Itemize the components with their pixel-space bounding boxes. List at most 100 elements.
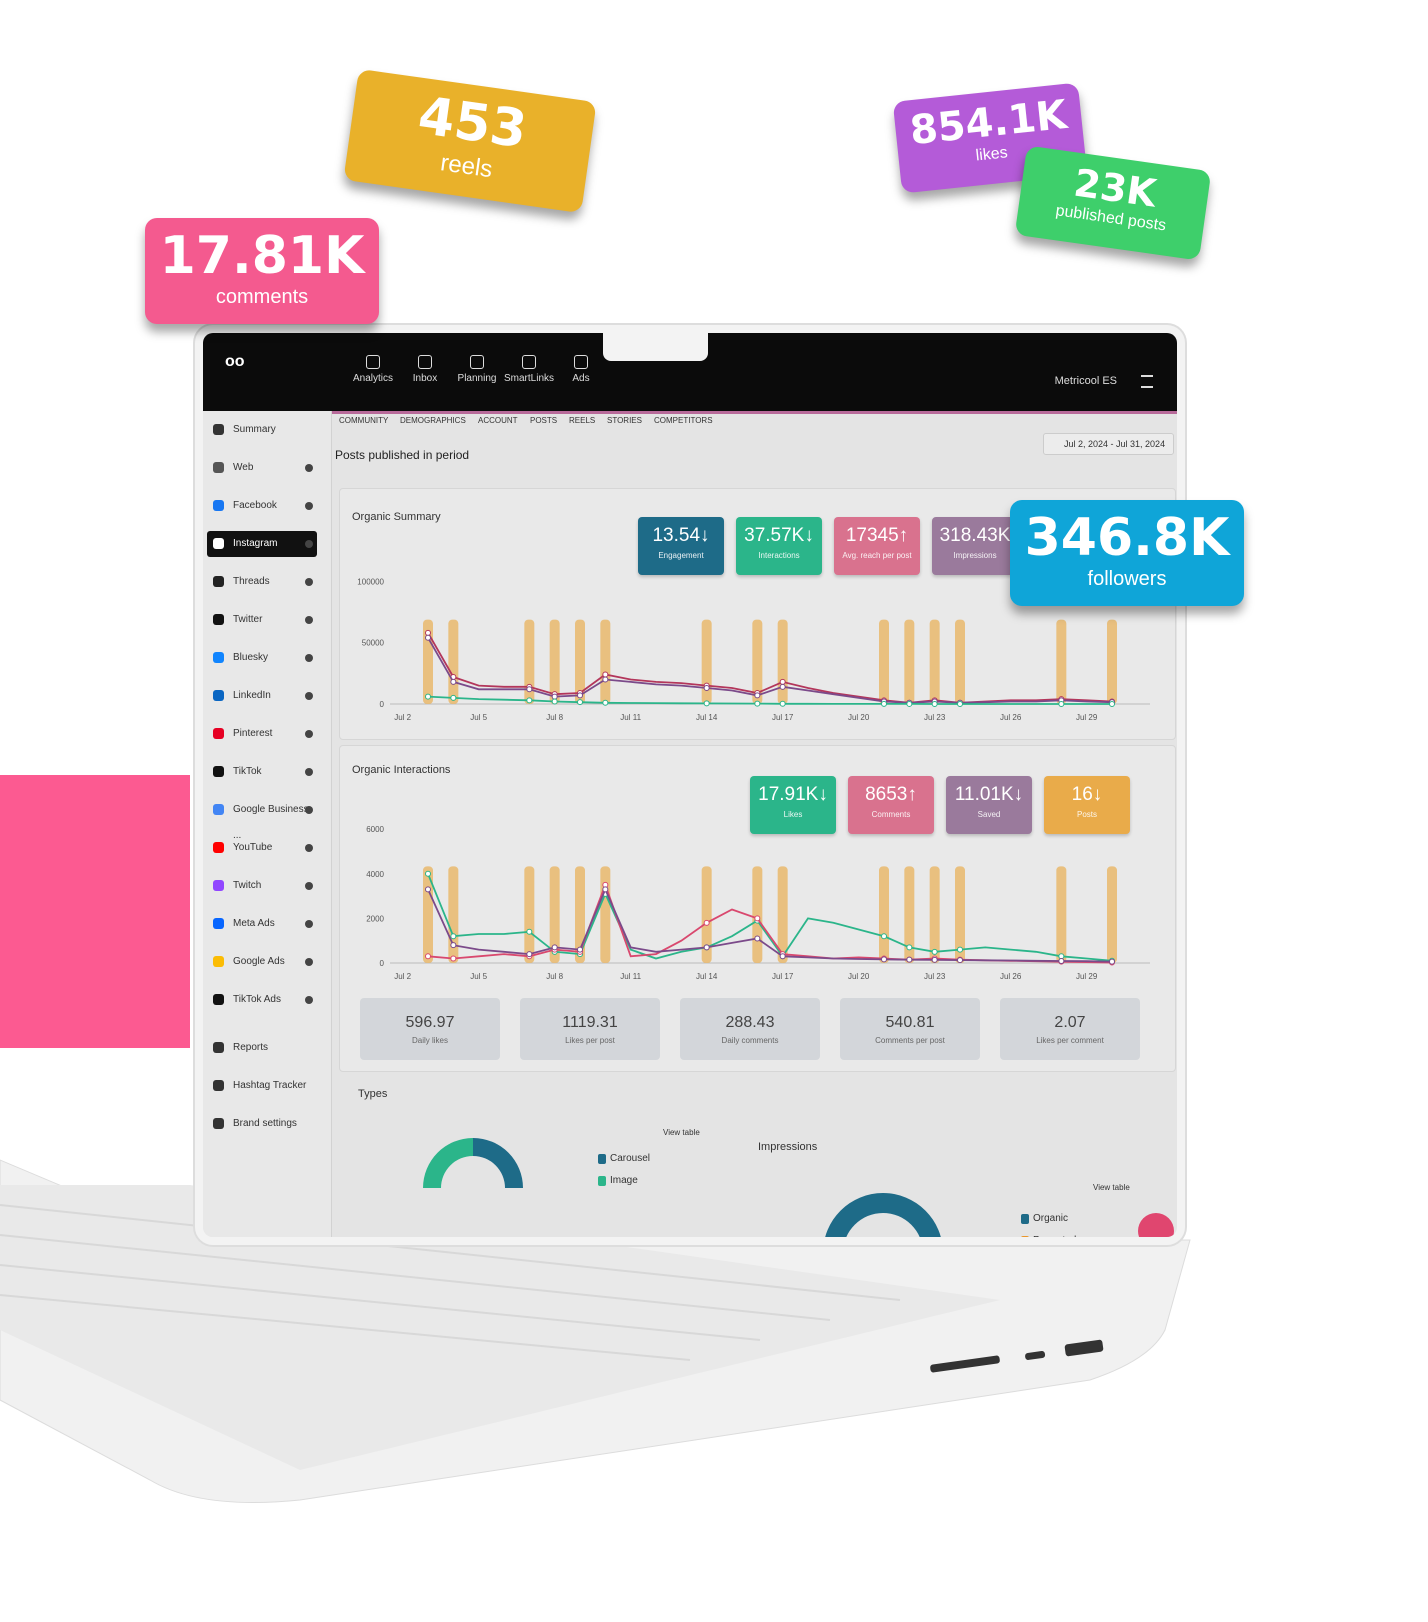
point	[526, 697, 533, 704]
x-tick-label: Jul 14	[696, 713, 718, 722]
x-tick-label: Jul 20	[848, 972, 870, 981]
sidebar-label: Brand settings	[233, 1118, 297, 1129]
sidebar-item[interactable]: Threads	[207, 569, 317, 595]
sidebar-label: Summary	[233, 424, 276, 435]
stat-label: Daily comments	[721, 1036, 779, 1045]
bar	[575, 866, 585, 963]
icon	[213, 1118, 224, 1129]
x-tick-label: Jul 14	[696, 972, 718, 981]
sidebar-item[interactable]: Summary	[207, 417, 317, 443]
donut	[423, 1138, 523, 1188]
sidebar-item[interactable]: Reports	[207, 1035, 317, 1061]
bar	[929, 619, 940, 704]
bar	[904, 866, 915, 963]
sidebar-item[interactable]: Brand settings	[207, 1111, 317, 1137]
nav-item[interactable]: Ads	[551, 355, 611, 384]
tab[interactable]: POSTS	[530, 416, 558, 425]
status-dot	[305, 578, 313, 586]
camera-notch	[603, 333, 708, 361]
nav-item[interactable]: Inbox	[395, 355, 455, 384]
bar	[575, 619, 585, 704]
sidebar-item[interactable]: Instagram	[207, 531, 317, 557]
stat-value: 288.43	[725, 1014, 775, 1031]
bar	[904, 619, 915, 704]
sidebar-item[interactable]: Facebook	[207, 493, 317, 519]
sidebar-item[interactable]: Google Business ...	[207, 797, 317, 841]
point	[551, 944, 558, 951]
page-title: Posts published in period	[335, 448, 470, 462]
tab[interactable]: COMMUNITY	[339, 416, 389, 425]
point	[703, 700, 710, 707]
x-tick-label: Jul 2	[394, 972, 411, 981]
stat-label: Daily likes	[411, 1036, 448, 1045]
x-tick-label: Jul 8	[546, 972, 563, 981]
icon	[213, 842, 224, 853]
x-tick-label: Jul 29	[1076, 972, 1098, 981]
kpi-label: Engagement	[658, 551, 704, 560]
y-tick-label: 50000	[362, 639, 385, 648]
nav-item[interactable]: SmartLinks	[499, 355, 559, 384]
sidebar-item[interactable]: Twitch	[207, 873, 317, 899]
sidebar-item[interactable]: Pinterest	[207, 721, 317, 747]
status-dot	[305, 654, 313, 662]
point	[425, 634, 431, 641]
point	[526, 928, 533, 935]
x-tick-label: Jul 2	[394, 713, 411, 722]
status-dot	[305, 806, 313, 814]
tab[interactable]: ACCOUNT	[478, 416, 518, 425]
date-range[interactable]: Jul 2, 2024 - Jul 31, 2024	[1043, 433, 1175, 455]
x-tick-label: Jul 20	[848, 713, 870, 722]
legend-item: Organic	[1021, 1213, 1068, 1224]
line	[427, 637, 1113, 704]
legend-item: Carousel	[598, 1153, 650, 1164]
legend-label: Image	[610, 1175, 638, 1186]
x-tick-label: Jul 17	[772, 713, 794, 722]
kpi-label: Avg. reach per post	[842, 551, 912, 560]
view-table[interactable]: View table	[663, 1128, 700, 1137]
tab[interactable]: STORIES	[607, 416, 642, 425]
legend-label: Organic	[1033, 1213, 1069, 1224]
chat-button[interactable]	[1138, 1213, 1174, 1237]
sidebar-item[interactable]: TikTok Ads	[207, 987, 317, 1013]
tab[interactable]: REELS	[569, 416, 596, 425]
sidebar-item[interactable]: Google Ads	[207, 949, 317, 975]
sidebar-item[interactable]: YouTube	[207, 835, 317, 861]
point	[425, 629, 431, 636]
stat-card: 596.97 Daily likes	[360, 998, 500, 1060]
stat-card: 540.81 Comments per post	[840, 998, 980, 1060]
x-tick-label: Jul 23	[924, 713, 946, 722]
sidebar-label: Twitch	[233, 880, 262, 891]
sidebar-item[interactable]: Hashtag Tracker	[207, 1073, 317, 1099]
sidebar-item[interactable]: LinkedIn	[207, 683, 317, 709]
view-table[interactable]: View table	[1093, 1183, 1130, 1192]
tab[interactable]: DEMOGRAPHICS	[400, 416, 466, 425]
point	[450, 942, 457, 949]
tab[interactable]: COMPETITORS	[654, 416, 713, 425]
nav-item[interactable]: Planning	[447, 355, 507, 384]
legend-label: Promoted	[1033, 1235, 1077, 1245]
menu-icon[interactable]	[1141, 375, 1153, 388]
bar	[600, 866, 611, 963]
sidebar-label: Bluesky	[233, 652, 269, 663]
legend-item: Image	[598, 1175, 638, 1186]
status-dot	[305, 502, 313, 510]
bar	[524, 866, 535, 963]
kpi-value: 17345↑	[845, 525, 909, 546]
account-switcher[interactable]: Metricool ES	[1054, 375, 1117, 387]
sidebar-label: Google Business ...	[233, 804, 309, 841]
point	[906, 956, 913, 963]
sidebar-item[interactable]: TikTok	[207, 759, 317, 785]
point	[425, 870, 431, 877]
icon	[213, 614, 224, 625]
sidebar-item[interactable]: Meta Ads	[207, 911, 317, 937]
nav-item[interactable]: Analytics	[343, 355, 403, 384]
stat-card: 1119.31 Likes per post	[520, 998, 660, 1060]
sidebar-item[interactable]: Twitter	[207, 607, 317, 633]
donut	[825, 1193, 941, 1237]
sidebar: Summary Web Facebook Instagram Threads Twitte…	[203, 411, 332, 1237]
status-dot	[305, 540, 313, 548]
sidebar-item[interactable]: Bluesky	[207, 645, 317, 671]
point	[602, 676, 609, 683]
sidebar-item[interactable]: Web	[207, 455, 317, 481]
logo: oo	[225, 353, 245, 370]
